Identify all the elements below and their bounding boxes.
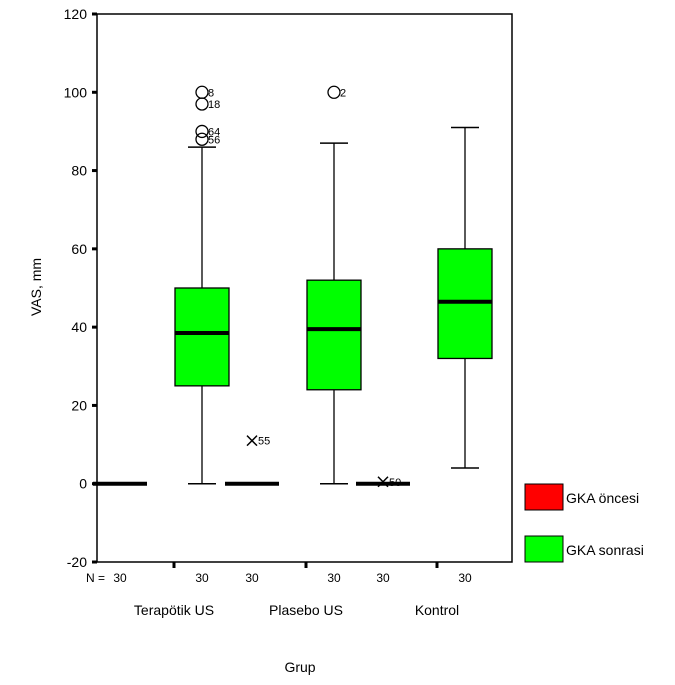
n-count: 30 <box>376 571 390 585</box>
legend-label: GKA öncesi <box>566 490 639 506</box>
n-count: 30 <box>327 571 341 585</box>
y-axis: -20 0 20 40 60 80 100 120 <box>64 6 97 570</box>
box-iqr <box>174 287 230 387</box>
y-tick-label: 0 <box>79 476 87 492</box>
y-tick-label: 40 <box>71 319 87 335</box>
outlier-marker <box>377 476 389 488</box>
n-count: 30 <box>195 571 209 585</box>
outlier-label: 8 <box>208 87 214 99</box>
legend-label: GKA sonrasi <box>566 542 644 558</box>
outlier-label: 56 <box>208 134 220 146</box>
outlier-marker <box>327 85 341 99</box>
y-tick-label: -20 <box>67 554 87 570</box>
box-gka-oncesi: 50 <box>356 476 410 489</box>
y-tick-label: 100 <box>64 84 88 100</box>
outlier-marker <box>195 132 209 146</box>
y-axis-label: VAS, mm <box>28 258 44 316</box>
outlier-label: 50 <box>389 477 401 489</box>
y-tick-label: 60 <box>71 241 87 257</box>
n-count: 30 <box>113 571 127 585</box>
y-tick-label: 20 <box>71 397 87 413</box>
x-category-label: Plasebo US <box>269 602 343 618</box>
y-tick-label: 80 <box>71 163 87 179</box>
outlier-label: 55 <box>258 436 270 448</box>
x-category-label: Kontrol <box>415 602 459 618</box>
outlier-label: 2 <box>340 87 346 99</box>
outlier-label: 18 <box>208 99 220 111</box>
legend-swatch <box>524 535 564 563</box>
legend: GKA öncesi GKA sonrasi <box>524 483 644 563</box>
box-gka-sonrasi: 2 <box>306 85 362 485</box>
outlier-marker <box>195 124 209 139</box>
x-category-label: Terapötik US <box>134 602 214 618</box>
legend-swatch <box>524 483 564 511</box>
n-label: N = <box>86 571 105 585</box>
n-count: 30 <box>458 571 472 585</box>
x-axis: Terapötik US Plasebo US Kontrol 30 30 30 30 30 3… <box>113 562 472 618</box>
y-tick-label: 120 <box>64 6 88 22</box>
box-gka-oncesi: 55 <box>225 435 279 486</box>
x-axis-label: Grup <box>284 659 315 675</box>
box-gka-sonrasi <box>437 126 493 469</box>
box-iqr <box>306 279 362 391</box>
outlier-label: 64 <box>208 126 220 138</box>
outlier-marker <box>246 435 258 447</box>
n-count: 30 <box>245 571 259 585</box>
outlier-marker <box>195 97 209 111</box>
